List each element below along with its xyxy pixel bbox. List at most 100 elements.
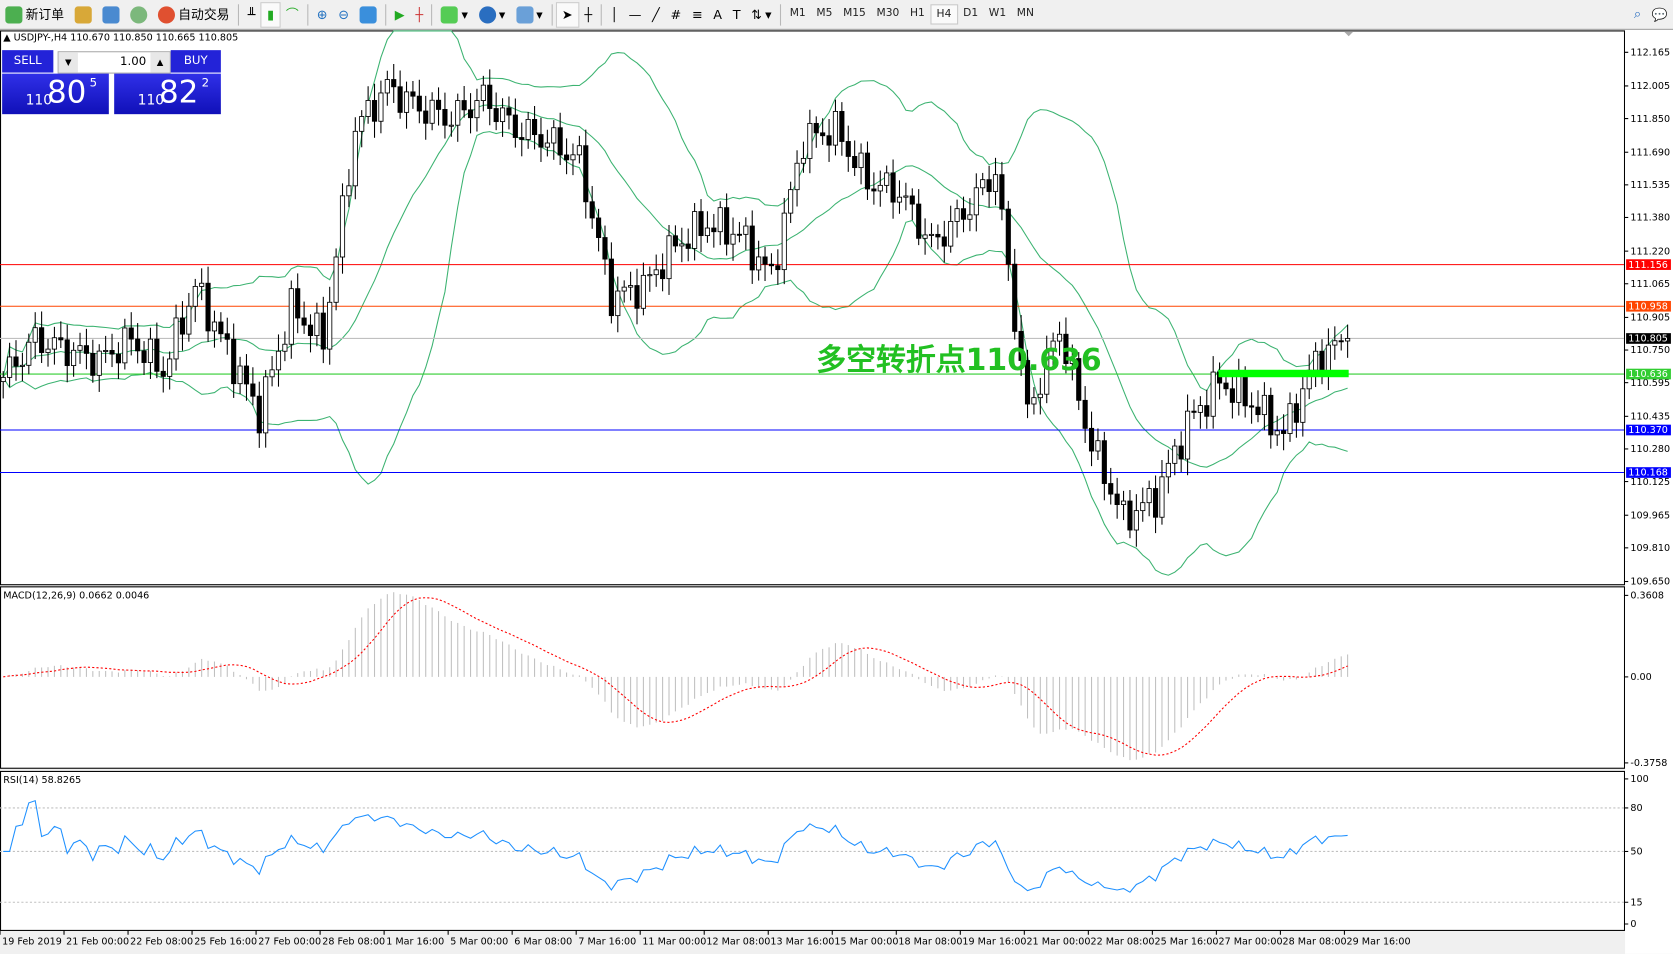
market-watch-button[interactable]	[69, 3, 97, 26]
horizontal-line-button[interactable]: —	[623, 3, 646, 26]
lot-value[interactable]: 1.00	[120, 54, 147, 69]
candle-body	[1140, 502, 1146, 512]
candle-body	[1261, 394, 1267, 416]
macd-tick-label: 0.00	[1630, 672, 1651, 683]
candle-body	[1108, 483, 1114, 495]
periods-icon	[478, 5, 496, 23]
fibonacci-button[interactable]: ≡	[687, 3, 708, 26]
signals-icon	[130, 5, 148, 23]
level-label: 111.156	[1628, 260, 1668, 271]
sell-button[interactable]: SELL	[2, 50, 54, 73]
candle	[672, 225, 678, 253]
chart-canvas[interactable]: 112.165 112.005 111.850 111.690 111.535 111.3…	[0, 29, 1673, 954]
equidistant-channel-icon: #	[670, 6, 682, 22]
candle	[141, 341, 147, 375]
candle	[45, 338, 51, 367]
bar-chart-button[interactable]: ╨	[242, 3, 260, 26]
macd-tick-label: 0.3608	[1630, 591, 1664, 602]
zoom-in-button[interactable]: ⊕	[311, 3, 332, 26]
vertical-line-button[interactable]: │	[605, 3, 623, 26]
candle	[1133, 494, 1139, 547]
zoom-out-button[interactable]: ⊖	[333, 3, 354, 26]
candle-body	[999, 174, 1005, 210]
line-chart-button[interactable]: ⌒	[280, 3, 303, 26]
timeframe-m30[interactable]: M30	[876, 7, 900, 20]
candle	[980, 172, 986, 196]
lot-increase-icon[interactable]: ▲	[150, 52, 170, 73]
candle-body	[147, 338, 154, 363]
candle	[0, 371, 6, 399]
signals-button[interactable]	[125, 3, 153, 26]
templates-button[interactable]: ▾	[511, 3, 548, 26]
arrows-button[interactable]: ⇅ ▾	[751, 6, 772, 22]
navigator-button[interactable]	[97, 3, 125, 26]
candle	[583, 129, 589, 219]
candle	[948, 205, 954, 253]
candlestick-button[interactable]: ▮	[260, 1, 281, 28]
lot-size-field[interactable]: ▼ 1.00 ▲	[57, 51, 171, 74]
zoom-out-icon: ⊖	[338, 6, 349, 22]
chat-button[interactable]: 💬	[1646, 3, 1673, 26]
separator	[431, 3, 433, 26]
candle-body	[749, 225, 755, 271]
timeframe-w1[interactable]: W1	[988, 7, 1007, 20]
candle	[39, 311, 45, 363]
sell-price[interactable]: 110 80 5	[2, 73, 109, 115]
candle-body	[711, 227, 717, 233]
time-label: 5 Mar 00:00	[450, 936, 508, 947]
timeframe-m5[interactable]: M5	[816, 7, 833, 20]
candle-body	[45, 348, 51, 353]
trendline-button[interactable]: ╱	[647, 3, 665, 26]
auto-scroll-button[interactable]: ▶	[389, 3, 410, 26]
crosshair-button[interactable]: ┼	[579, 3, 597, 26]
auto-trading-button[interactable]: 自动交易	[153, 3, 235, 26]
tile-windows-button[interactable]	[354, 3, 382, 26]
buy-button[interactable]: BUY	[170, 50, 221, 73]
candle	[243, 354, 250, 401]
candle-body	[384, 79, 390, 94]
candle	[1197, 396, 1203, 429]
candle-body	[1120, 500, 1127, 506]
search-button[interactable]: ⌕	[1629, 3, 1647, 26]
candle	[461, 85, 467, 118]
candle-body	[941, 236, 947, 247]
buy-price[interactable]: 110 82 2	[114, 73, 221, 115]
periods-button[interactable]: ▾	[473, 3, 510, 26]
chart-shift-button[interactable]: ┼	[410, 3, 428, 26]
price-tick-label: 110.125	[1630, 477, 1670, 488]
equidistant-channel-button[interactable]: #	[665, 3, 686, 26]
candle-body	[570, 154, 576, 161]
candle-body	[589, 201, 595, 219]
timeframe-mn[interactable]: MN	[1016, 7, 1034, 20]
price-tick-label: 112.165	[1630, 47, 1670, 58]
candle	[32, 312, 38, 360]
candle	[320, 296, 326, 364]
candle-body	[186, 305, 192, 335]
timeframe-m1[interactable]: M1	[789, 7, 806, 20]
new-order-button[interactable]: 新订单	[0, 3, 69, 26]
rsi-tick-label: 15	[1630, 897, 1642, 908]
candle-body	[621, 286, 627, 292]
text-button[interactable]: A	[708, 3, 727, 26]
timeframe-h4[interactable]: H4	[930, 4, 958, 25]
candle	[435, 87, 442, 126]
level-label-bg	[1626, 467, 1671, 478]
timeframe-m15[interactable]: M15	[843, 7, 866, 20]
candle	[557, 112, 563, 166]
candle	[992, 157, 999, 206]
indicators-button[interactable]: ▾	[436, 3, 473, 26]
candle-body	[532, 119, 538, 136]
lot-decrease-icon[interactable]: ▼	[58, 52, 78, 73]
market-watch-icon	[74, 5, 92, 23]
text-label-button[interactable]: T	[727, 3, 746, 26]
candle-body	[307, 324, 314, 337]
candle	[685, 228, 691, 262]
collapse-icon[interactable]: ▲	[3, 33, 14, 44]
candle	[269, 356, 275, 387]
candle-body	[1204, 405, 1210, 417]
timeframe-d1[interactable]: D1	[963, 7, 979, 20]
timeframe-h1[interactable]: H1	[909, 7, 925, 20]
cursor-button[interactable]: ➤	[555, 1, 579, 28]
candle	[1056, 321, 1063, 356]
candle	[839, 102, 845, 156]
